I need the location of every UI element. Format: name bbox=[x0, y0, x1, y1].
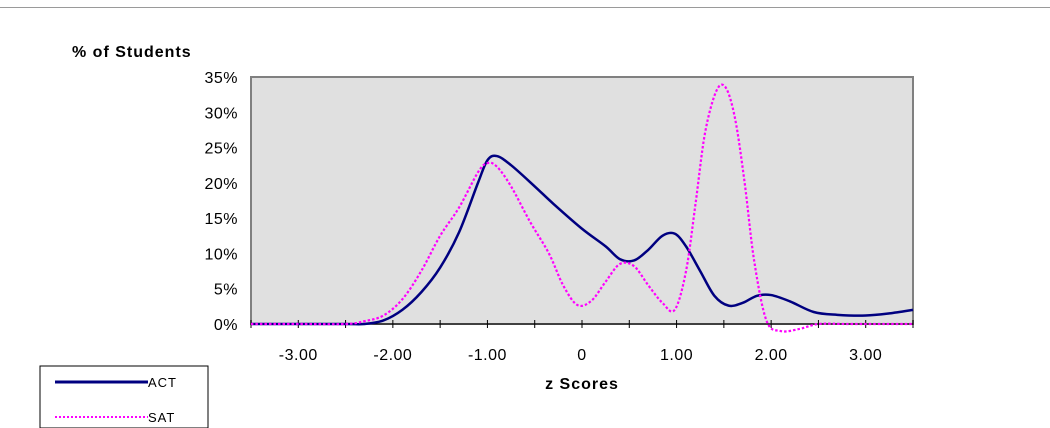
plot-area bbox=[250, 76, 914, 325]
series-line-act bbox=[251, 154, 914, 326]
x-tick-label: -1.00 bbox=[468, 347, 507, 364]
series-lines bbox=[251, 83, 914, 333]
legend-box bbox=[39, 365, 209, 428]
y-tick-label: 30% bbox=[204, 105, 238, 122]
legend: ACT SAT bbox=[39, 365, 209, 428]
y-tick-label: 20% bbox=[204, 176, 238, 193]
y-axis-tick-labels: 0% 5% 10% 15% 20% 25% 30% 35% bbox=[204, 70, 238, 334]
x-tick-label: 2.00 bbox=[755, 347, 788, 364]
y-tick-label: 25% bbox=[204, 141, 238, 158]
x-axis: -3.00 -2.00 -1.00 0 1.00 2.00 3.00 bbox=[250, 320, 914, 364]
y-axis-title: % of Students bbox=[72, 44, 192, 61]
y-tick-label: 15% bbox=[204, 211, 238, 228]
x-tick-label: 1.00 bbox=[660, 347, 693, 364]
y-tick-label: 35% bbox=[204, 70, 238, 87]
series-line-sat bbox=[251, 83, 913, 333]
y-tick-label: 5% bbox=[214, 282, 238, 299]
legend-sat-label: SAT bbox=[148, 410, 175, 425]
x-tick-label: -2.00 bbox=[373, 347, 412, 364]
x-tick-label: -3.00 bbox=[279, 347, 318, 364]
x-tick-label: 3.00 bbox=[849, 347, 882, 364]
x-tick-label: 0 bbox=[577, 347, 586, 364]
y-tick-label: 10% bbox=[204, 246, 238, 263]
top-divider bbox=[0, 7, 1050, 8]
x-axis-title: z Scores bbox=[545, 376, 619, 393]
y-tick-label: 0% bbox=[214, 317, 238, 334]
legend-act-label: ACT bbox=[148, 375, 177, 390]
